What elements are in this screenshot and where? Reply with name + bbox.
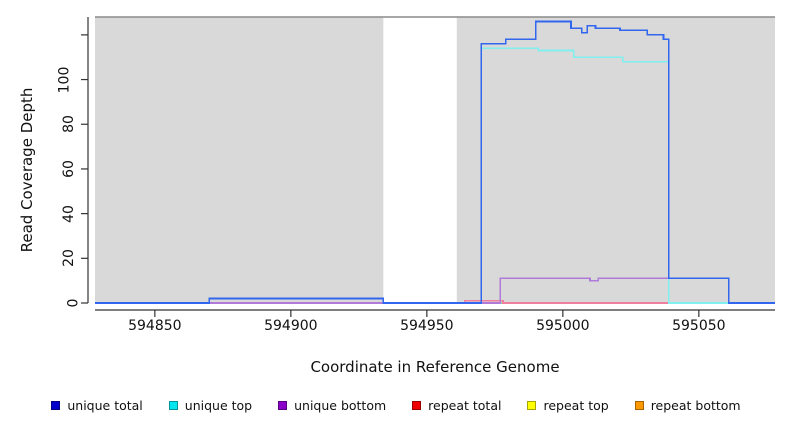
x-tick-label-594950: 594950 <box>400 318 454 334</box>
legend-label: unique bottom <box>294 398 387 413</box>
legend-swatch-icon-unique-total <box>51 401 61 410</box>
chart-legend: unique total unique top unique bottom repea… <box>0 398 792 413</box>
legend-swatch-icon-repeat-bottom <box>634 401 644 410</box>
shaded-region-1 <box>456 17 775 303</box>
legend-entry-unique-top[interactable]: unique top <box>168 398 253 413</box>
x-tick-label-595000: 595000 <box>536 318 590 334</box>
legend-label: repeat total <box>428 398 502 413</box>
legend-swatch-icon-unique-top <box>168 401 178 410</box>
series-line-unique-total <box>95 20 775 304</box>
legend-swatch-icon-repeat-total <box>412 401 422 410</box>
x-tick-label-594900: 594900 <box>264 318 318 334</box>
x-tick-label-594850: 594850 <box>128 318 182 334</box>
legend-label: repeat top <box>543 398 609 413</box>
legend-entry-unique-total[interactable]: unique total <box>51 398 143 413</box>
legend-entry-unique-bottom[interactable]: unique bottom <box>278 398 386 413</box>
legend-swatch-icon-unique-bottom <box>278 401 288 410</box>
legend-label: unique total <box>67 398 143 413</box>
x-axis-title: Coordinate in Reference Genome <box>310 358 560 376</box>
shaded-region-0 <box>95 17 384 303</box>
legend-swatch-icon-repeat-top <box>527 401 537 410</box>
legend-label: repeat bottom <box>650 398 741 413</box>
legend-entry-repeat-total[interactable]: repeat total <box>412 398 501 413</box>
legend-label: unique top <box>184 398 253 413</box>
x-tick-label-595050: 595050 <box>672 318 726 334</box>
legend-entry-repeat-top[interactable]: repeat top <box>527 398 609 413</box>
legend-entry-repeat-bottom[interactable]: repeat bottom <box>634 398 741 413</box>
series-line-unique-top <box>478 47 775 304</box>
